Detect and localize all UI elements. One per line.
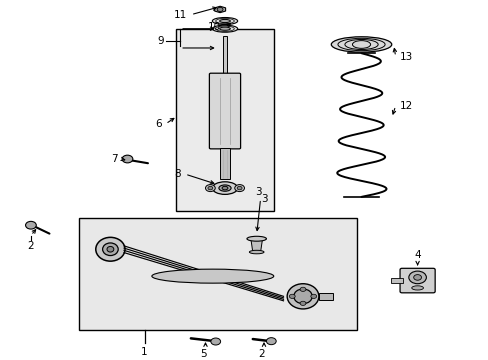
Circle shape <box>300 287 305 292</box>
Text: 1: 1 <box>141 347 147 357</box>
Circle shape <box>413 275 421 280</box>
Circle shape <box>205 185 215 192</box>
Circle shape <box>25 221 36 229</box>
Ellipse shape <box>246 236 266 241</box>
Ellipse shape <box>152 269 273 283</box>
Circle shape <box>234 185 244 192</box>
Ellipse shape <box>249 250 264 254</box>
Circle shape <box>266 338 276 345</box>
Bar <box>79 218 356 330</box>
Ellipse shape <box>286 284 318 309</box>
Ellipse shape <box>212 25 237 32</box>
Ellipse shape <box>222 186 227 190</box>
Text: 4: 4 <box>413 250 420 260</box>
FancyBboxPatch shape <box>399 268 434 293</box>
Bar <box>318 293 332 300</box>
Circle shape <box>300 301 305 305</box>
Bar <box>219 148 230 179</box>
Circle shape <box>289 294 295 298</box>
Text: 6: 6 <box>155 119 161 129</box>
Text: 2: 2 <box>27 240 34 251</box>
Ellipse shape <box>293 289 312 304</box>
Circle shape <box>122 155 133 163</box>
Ellipse shape <box>219 19 230 23</box>
Polygon shape <box>214 6 225 13</box>
Ellipse shape <box>212 18 237 24</box>
Ellipse shape <box>96 237 125 261</box>
Text: 13: 13 <box>399 52 412 62</box>
Text: 3: 3 <box>261 194 267 204</box>
Ellipse shape <box>102 243 118 256</box>
Circle shape <box>408 271 426 284</box>
Text: 2: 2 <box>258 349 264 359</box>
Circle shape <box>207 186 212 190</box>
Text: 7: 7 <box>111 154 118 164</box>
Bar <box>390 279 402 283</box>
Polygon shape <box>250 239 262 252</box>
Ellipse shape <box>107 247 114 252</box>
FancyBboxPatch shape <box>209 73 240 149</box>
Ellipse shape <box>219 185 231 191</box>
Text: 12: 12 <box>399 101 412 111</box>
Ellipse shape <box>212 182 237 194</box>
Bar <box>176 29 273 211</box>
Circle shape <box>310 294 316 298</box>
Bar <box>223 36 226 78</box>
Text: 9: 9 <box>157 36 163 46</box>
Ellipse shape <box>330 37 391 52</box>
Text: 10: 10 <box>207 22 221 32</box>
Text: 11: 11 <box>173 10 186 20</box>
Ellipse shape <box>411 286 423 290</box>
Text: 8: 8 <box>174 169 181 179</box>
Text: 3: 3 <box>254 187 261 197</box>
Circle shape <box>217 7 223 12</box>
Text: 5: 5 <box>199 349 206 359</box>
Ellipse shape <box>219 27 230 30</box>
Circle shape <box>237 186 242 190</box>
Circle shape <box>210 338 220 345</box>
